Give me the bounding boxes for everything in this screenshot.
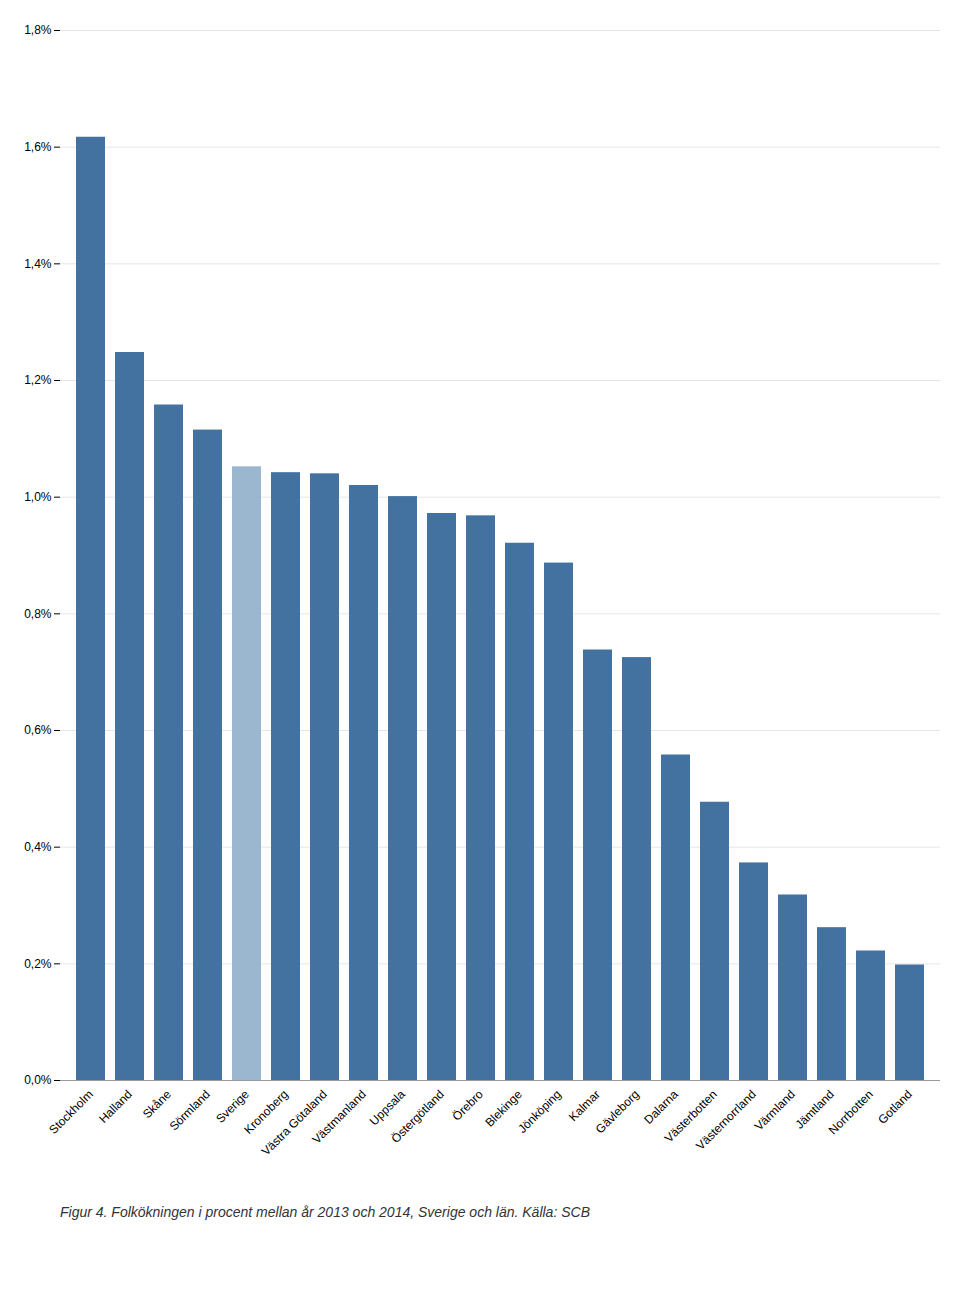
svg-text:Östergötland: Östergötland xyxy=(388,1087,446,1145)
svg-text:Kalmar: Kalmar xyxy=(566,1087,603,1124)
svg-text:Sverige: Sverige xyxy=(213,1087,252,1126)
svg-text:Västra Götaland: Västra Götaland xyxy=(259,1087,330,1158)
svg-text:0,4%: 0,4% xyxy=(24,840,52,854)
svg-text:0,2%: 0,2% xyxy=(24,957,52,971)
svg-text:Dalarna: Dalarna xyxy=(641,1087,681,1127)
svg-text:1,6%: 1,6% xyxy=(24,140,52,154)
svg-text:Uppsala: Uppsala xyxy=(366,1087,408,1129)
svg-text:Värmland: Värmland xyxy=(752,1087,798,1133)
svg-text:Stockholm: Stockholm xyxy=(46,1087,96,1137)
svg-text:Skåne: Skåne xyxy=(140,1087,174,1121)
svg-text:1,2%: 1,2% xyxy=(24,373,52,387)
svg-text:Gotland: Gotland xyxy=(875,1087,915,1127)
svg-text:Västmanland: Västmanland xyxy=(309,1087,368,1146)
svg-text:Sörmland: Sörmland xyxy=(167,1087,213,1133)
svg-text:Örebro: Örebro xyxy=(450,1087,487,1124)
svg-text:Jönköping: Jönköping xyxy=(515,1087,564,1136)
svg-text:Västernorrland: Västernorrland xyxy=(693,1087,759,1153)
svg-text:0,8%: 0,8% xyxy=(24,607,52,621)
svg-text:1,8%: 1,8% xyxy=(24,23,52,37)
svg-text:0,6%: 0,6% xyxy=(24,723,52,737)
svg-text:Gävleborg: Gävleborg xyxy=(593,1087,642,1136)
svg-text:Kronoberg: Kronoberg xyxy=(241,1087,291,1137)
svg-text:1,4%: 1,4% xyxy=(24,257,52,271)
svg-text:Västerbotten: Västerbotten xyxy=(661,1087,720,1146)
svg-text:Blekinge: Blekinge xyxy=(482,1087,525,1130)
svg-text:Halland: Halland xyxy=(96,1087,135,1126)
html-text:Figur 4. Folkökningen i procen: Figur 4. Folkökningen i procent mellan å… xyxy=(60,1204,590,1220)
svg-text:0,0%: 0,0% xyxy=(24,1073,52,1087)
svg-text:Norrbotten: Norrbotten xyxy=(826,1087,876,1137)
svg-text:Jämtland: Jämtland xyxy=(792,1087,837,1132)
svg-text:1,0%: 1,0% xyxy=(24,490,52,504)
